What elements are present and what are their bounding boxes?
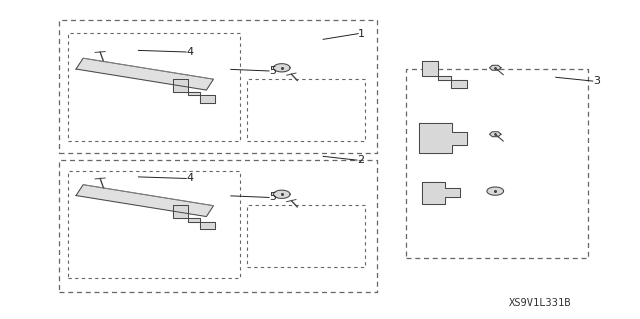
Polygon shape [490, 132, 501, 137]
Polygon shape [422, 182, 460, 204]
Polygon shape [76, 185, 214, 217]
Polygon shape [419, 123, 467, 153]
Text: 5: 5 [269, 66, 276, 76]
Polygon shape [173, 79, 215, 103]
Text: 1: 1 [358, 29, 365, 39]
Polygon shape [76, 58, 214, 90]
Text: 4: 4 [186, 174, 193, 183]
Text: XS9V1L331B: XS9V1L331B [509, 298, 571, 308]
Text: 3: 3 [593, 76, 600, 86]
Polygon shape [422, 62, 467, 88]
Polygon shape [173, 205, 215, 229]
Polygon shape [273, 64, 290, 72]
Text: 4: 4 [186, 47, 193, 57]
Polygon shape [490, 65, 501, 70]
Polygon shape [273, 190, 290, 198]
Polygon shape [487, 187, 504, 195]
Text: 2: 2 [357, 155, 364, 165]
Text: 5: 5 [269, 192, 276, 203]
